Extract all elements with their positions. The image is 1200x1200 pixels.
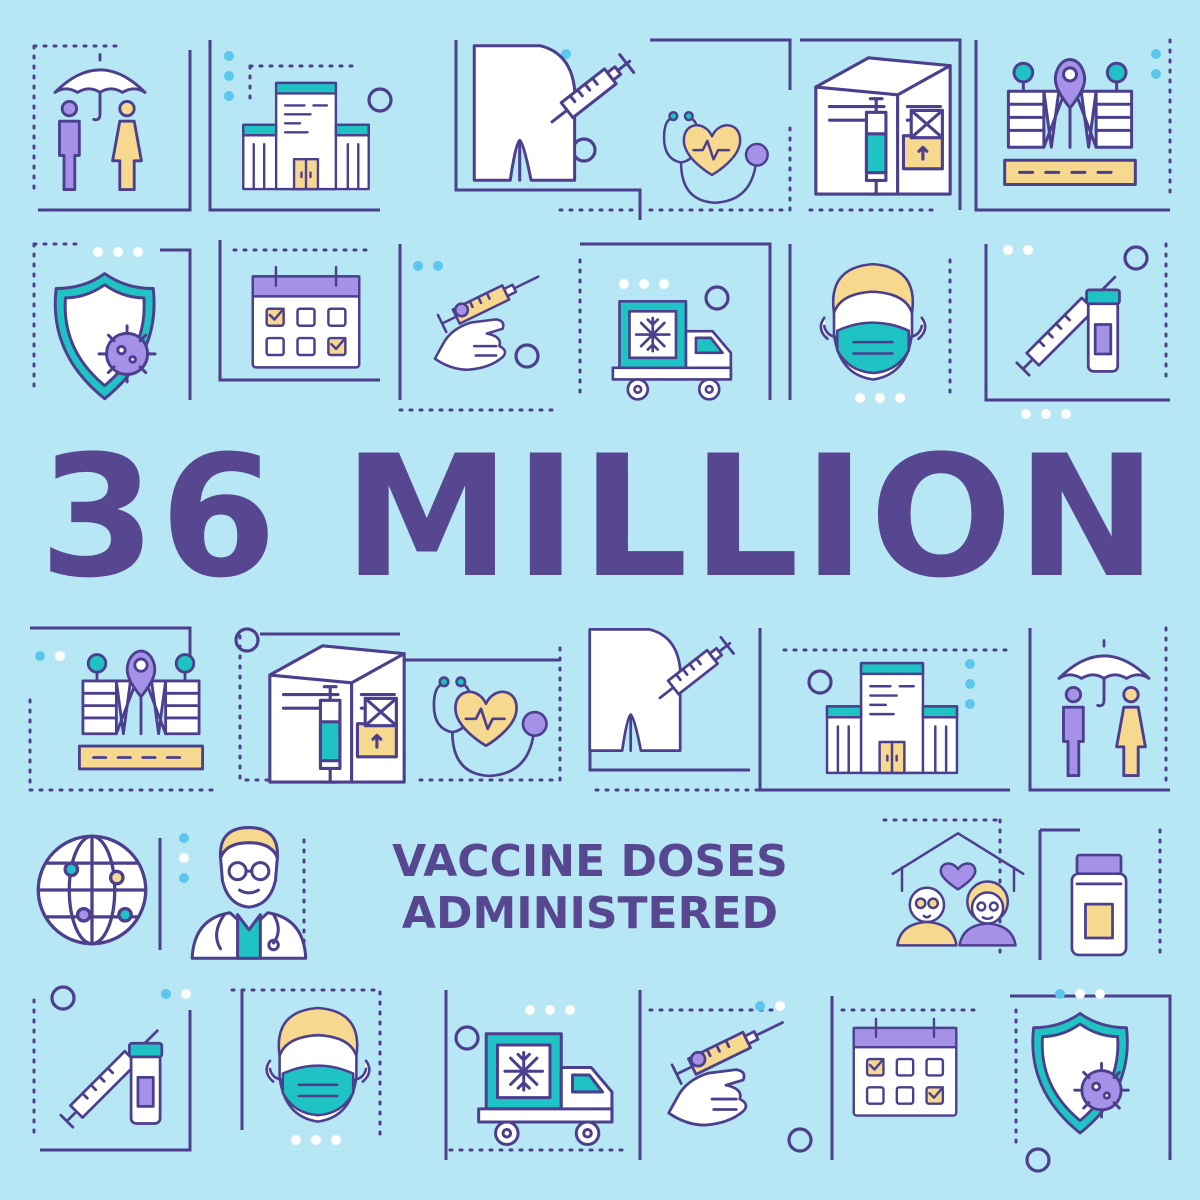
calendar-icon	[852, 1017, 958, 1117]
refrigerated-truck-icon	[611, 299, 733, 401]
subheadline-line1: VACCINE DOSES	[392, 836, 788, 887]
globe-network-icon	[36, 834, 148, 946]
virus-shield-icon	[1031, 1011, 1130, 1135]
stethoscope-heart-icon	[662, 110, 770, 205]
umbrella-family-icon	[53, 53, 147, 192]
face-mask-icon	[265, 1006, 371, 1123]
hand-syringe-icon	[433, 266, 544, 372]
syringe-vial-icon	[1015, 269, 1123, 377]
face-mask-icon	[819, 262, 927, 382]
warehouse-vaccine-icon	[814, 56, 952, 196]
hospital-icon	[825, 661, 959, 775]
shoulder-injection-icon	[472, 44, 639, 182]
umbrella-family-icon	[1057, 639, 1151, 778]
map-location-icon	[1003, 57, 1137, 187]
refrigerated-truck-icon	[477, 1032, 614, 1147]
virus-shield-icon	[53, 272, 157, 401]
map-location-icon	[77, 649, 205, 771]
stethoscope-heart-icon	[432, 676, 548, 778]
hospital-icon	[241, 81, 371, 191]
syringe-vial-icon	[59, 1023, 165, 1129]
headline-stat: 36 MILLION	[39, 419, 1161, 615]
doctor-icon	[190, 826, 308, 960]
vaccine-vial-icon	[1070, 853, 1128, 957]
calendar-icon	[251, 265, 361, 369]
elderly-couple-home-icon	[890, 831, 1026, 948]
warehouse-vaccine-icon	[268, 644, 406, 784]
subheadline: VACCINE DOSES ADMINISTERED	[300, 836, 880, 940]
shoulder-injection-icon	[588, 627, 738, 753]
hand-syringe-icon	[667, 1011, 789, 1127]
subheadline-line2: ADMINISTERED	[401, 888, 779, 939]
